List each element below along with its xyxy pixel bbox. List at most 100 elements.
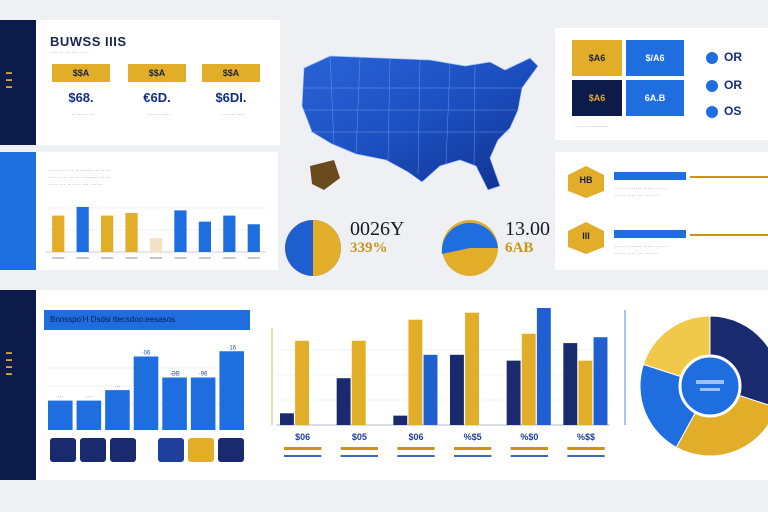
us-map-shape <box>301 55 539 191</box>
bar <box>149 238 163 252</box>
tick-label <box>510 447 548 450</box>
data-label: ··· <box>114 384 120 390</box>
list-bar-track <box>690 234 768 236</box>
tick-label <box>101 257 114 259</box>
tick-label <box>340 447 378 450</box>
header-tile-caption: ·· ···· ···· <box>221 112 245 118</box>
tick-label <box>454 447 492 450</box>
list-bar <box>614 230 686 238</box>
accent-strip-text: ▬ ▬ ▬ <box>6 70 12 90</box>
donut1-gold-slice <box>313 220 341 276</box>
bottom-pie-chart <box>639 315 768 457</box>
pie-center <box>678 354 742 418</box>
dashboard-title: BUWSS IIIS <box>50 34 127 49</box>
bar <box>295 340 310 425</box>
kpi-tile-label: $A6 <box>572 80 622 116</box>
bar <box>198 221 211 252</box>
bar <box>76 206 89 252</box>
legend-tile <box>110 438 136 462</box>
kpi-grid-caption: ········ ········ <box>575 124 609 130</box>
header-panel <box>0 20 280 145</box>
pie-center-label <box>696 380 724 384</box>
tick-label <box>149 257 163 259</box>
bar <box>336 378 351 425</box>
header-tile-caption: ·· ···· ···· <box>71 112 95 118</box>
tick-label <box>397 455 435 457</box>
bar <box>393 415 408 425</box>
bottom-accent-strip <box>0 290 36 480</box>
tick-label <box>340 455 378 457</box>
bar <box>578 360 593 425</box>
bar <box>351 340 366 425</box>
tick-label <box>247 257 260 259</box>
tick-label <box>397 447 435 450</box>
header-tile-label: $$A <box>202 64 260 82</box>
bar <box>105 390 130 430</box>
pie-slice <box>675 385 768 457</box>
mid-accent-strip <box>0 152 36 270</box>
badge-hexagon <box>568 222 604 254</box>
legend-tile <box>158 438 184 462</box>
data-label: ··· <box>86 395 92 401</box>
mid-panel-text: ·········· ·· ········· ·· ····· ···· ···… <box>48 168 111 188</box>
list-row-text: ······· ······ ····· ······ ······ ···· ·… <box>614 244 667 257</box>
badge-hexagon <box>568 166 604 198</box>
tick-label <box>198 257 211 259</box>
header-tile-label: $$A <box>52 64 110 82</box>
pie-center-label <box>700 388 720 391</box>
data-label: %$$ <box>577 432 595 442</box>
kpi-row-dot <box>706 52 718 64</box>
bar <box>76 400 102 430</box>
data-label: ·96 <box>199 372 208 378</box>
alaska-shape <box>310 160 340 190</box>
bar <box>48 400 73 430</box>
bar <box>521 333 536 425</box>
bar <box>219 351 244 430</box>
data-label: ·ƏB <box>169 372 180 378</box>
legend-tile <box>188 438 214 462</box>
data-label: $06 <box>295 432 310 442</box>
header-tile-label: $$A <box>128 64 186 82</box>
tick-label <box>174 257 187 259</box>
donut1-percent: 339% <box>350 240 388 256</box>
tick-label <box>510 455 548 457</box>
bar <box>223 215 236 252</box>
title-subtext: ···· ·· ······ ····· <box>50 50 89 56</box>
bar <box>133 356 159 430</box>
tick-label <box>567 455 605 457</box>
bar <box>563 343 578 425</box>
data-label: %$0 <box>520 432 538 442</box>
data-label: ··· <box>57 395 63 401</box>
bar <box>408 319 423 425</box>
data-label: $05 <box>352 432 367 442</box>
us-map <box>301 55 539 191</box>
donut2-value: 13.00 <box>505 218 550 240</box>
bar <box>593 337 608 425</box>
tick-label <box>223 257 236 259</box>
kpi-row-value: OS <box>724 104 742 118</box>
donut2-percent: 6AB <box>505 240 534 256</box>
kpi-tile-label: 6A.B <box>626 80 684 116</box>
kpi-row-value: OR <box>724 50 742 64</box>
bar <box>174 210 187 252</box>
bottom-accent-text: ▬ ▬ ▬ ▬ <box>6 350 12 377</box>
bar <box>247 224 260 252</box>
kpi-row-value: OR <box>724 78 742 92</box>
list-bar <box>614 172 686 180</box>
bar <box>423 354 438 425</box>
tick-label <box>52 257 65 259</box>
list-row-text: ······· ······ ····· ······ ······ ···· ·… <box>614 186 667 199</box>
tick-label <box>76 257 89 259</box>
data-label: $06 <box>408 432 423 442</box>
bar <box>536 308 551 425</box>
bar <box>465 312 480 425</box>
kpi-row-dot <box>706 80 718 92</box>
tick-label <box>567 447 605 450</box>
bottom-left-bar-chart: ··· ··· ··· ·06 ·ƏB ·96 ·16 <box>46 345 246 462</box>
bottom-grouped-bar-chart: $06 $05 $06 %$5 %$0 %$$ <box>271 308 626 457</box>
donut-chart-2 <box>441 220 498 276</box>
legend-tile <box>218 438 244 462</box>
bar <box>506 360 521 425</box>
left-accent-strip <box>0 20 36 145</box>
mid-bar-chart <box>46 206 266 259</box>
